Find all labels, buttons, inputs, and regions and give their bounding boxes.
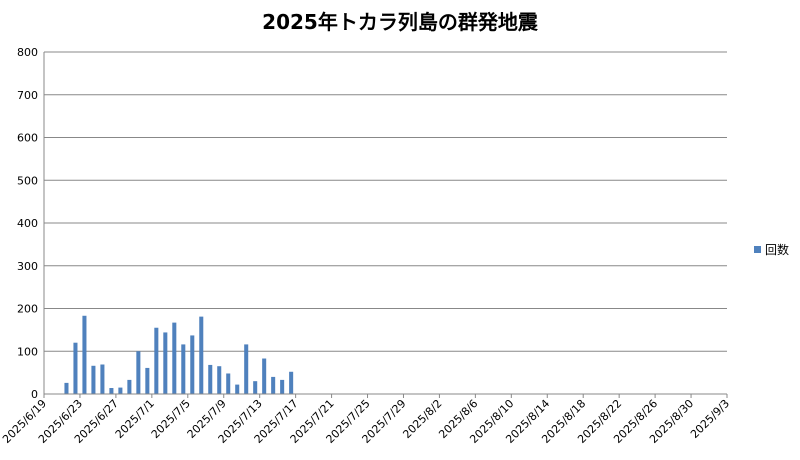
- y-tick-label: 200: [17, 303, 38, 316]
- bar: [154, 327, 159, 394]
- bar: [100, 364, 105, 394]
- x-tick-label: 2025/9/3: [688, 397, 732, 441]
- bar: [181, 344, 186, 394]
- bar: [163, 332, 168, 394]
- bar: [289, 371, 294, 394]
- legend: 回数: [754, 241, 789, 258]
- bar: [244, 344, 249, 394]
- bar: [226, 373, 231, 394]
- bar: [217, 366, 222, 394]
- bar: [199, 316, 204, 394]
- legend-swatch: [754, 246, 761, 253]
- bar: [262, 358, 267, 394]
- bar: [208, 364, 213, 394]
- bar: [235, 384, 240, 394]
- y-tick-label: 700: [17, 89, 38, 102]
- bar: [91, 365, 96, 394]
- y-tick-label: 600: [17, 132, 38, 145]
- bar: [190, 335, 195, 394]
- y-tick-label: 400: [17, 217, 38, 230]
- bar: [172, 322, 177, 394]
- bar: [82, 315, 87, 394]
- bar: [127, 379, 132, 394]
- bar: [136, 351, 141, 394]
- bar: [280, 379, 285, 394]
- y-tick-label: 300: [17, 260, 38, 273]
- legend-label: 回数: [765, 243, 790, 257]
- bar: [118, 387, 123, 394]
- bar: [109, 388, 114, 394]
- y-tick-label: 800: [17, 46, 38, 59]
- y-tick-label: 0: [31, 388, 38, 401]
- chart-title: 2025年トカラ列島の群発地震: [262, 10, 538, 34]
- y-tick-label: 100: [17, 345, 38, 358]
- bar: [253, 381, 258, 394]
- bar: [64, 382, 69, 394]
- y-tick-label: 500: [17, 174, 38, 187]
- bar: [271, 376, 276, 394]
- bar: [73, 342, 78, 394]
- bar: [145, 367, 150, 394]
